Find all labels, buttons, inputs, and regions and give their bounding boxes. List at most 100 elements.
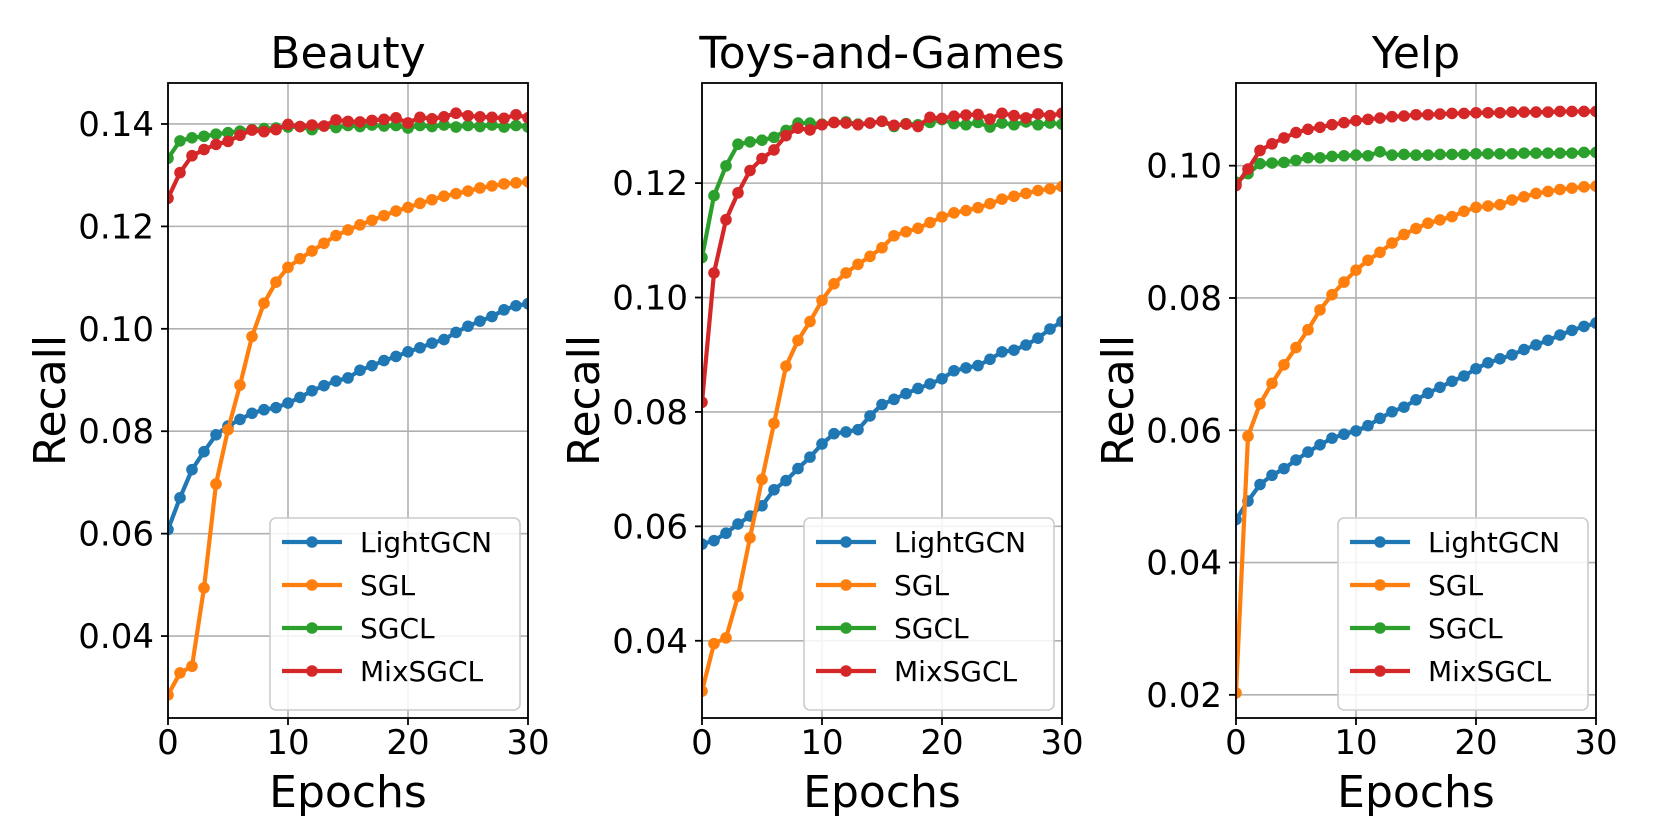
y-tick-label: 0.12 bbox=[78, 207, 154, 247]
data-point-lightgcn bbox=[1422, 387, 1434, 400]
data-point-lightgcn bbox=[294, 391, 306, 404]
x-tick-label: 30 bbox=[506, 723, 549, 763]
data-point-sgl bbox=[912, 222, 924, 235]
data-point-lightgcn bbox=[186, 463, 198, 476]
legend-box bbox=[1337, 517, 1589, 711]
data-point-sgl bbox=[1470, 201, 1482, 214]
data-point-lightgcn bbox=[1578, 320, 1590, 333]
chart-title: Beauty bbox=[270, 28, 425, 79]
data-point-sgl bbox=[1494, 198, 1506, 211]
data-point-sgl bbox=[936, 211, 948, 223]
data-point-sgl bbox=[402, 201, 414, 214]
data-point-sgl bbox=[1458, 205, 1470, 218]
data-point-lightgcn bbox=[1542, 334, 1554, 347]
data-point-mixsgcl bbox=[1350, 114, 1362, 127]
data-point-mixsgcl bbox=[1494, 106, 1506, 119]
data-point-mixsgcl bbox=[948, 110, 960, 122]
data-point-sgl bbox=[1398, 228, 1410, 241]
data-point-lightgcn bbox=[510, 299, 522, 312]
data-point-sgl bbox=[1302, 323, 1314, 336]
data-point-sgl bbox=[1434, 214, 1446, 226]
data-point-sgcl bbox=[1494, 147, 1506, 160]
data-point-mixsgcl bbox=[270, 123, 282, 136]
legend-label-lightgcn: LightGCN bbox=[360, 526, 492, 559]
data-point-lightgcn bbox=[1374, 412, 1386, 425]
data-point-sgcl bbox=[1458, 148, 1470, 161]
data-point-sgl bbox=[1422, 217, 1434, 230]
data-point-lightgcn bbox=[708, 534, 720, 547]
data-point-sgl bbox=[378, 209, 390, 222]
y-axis-label: Recall bbox=[1093, 335, 1144, 466]
data-point-sgl bbox=[498, 178, 510, 190]
data-point-sgl bbox=[708, 637, 720, 650]
chart-title: Yelp bbox=[1371, 28, 1460, 79]
data-point-mixsgcl bbox=[804, 124, 816, 136]
data-point-mixsgcl bbox=[186, 149, 198, 162]
legend-label-sgcl: SGCL bbox=[1428, 612, 1503, 645]
data-point-mixsgcl bbox=[258, 125, 270, 138]
chart-panel-3: 0 10 20 30 0.02 0.04 0.06 0.08 0.10 Yelp Epochs Rec… bbox=[1093, 28, 1618, 818]
data-point-lightgcn bbox=[792, 462, 804, 475]
data-point-mixsgcl bbox=[840, 117, 852, 129]
data-point-lightgcn bbox=[318, 379, 330, 392]
data-point-sgl bbox=[486, 180, 498, 192]
data-point-lightgcn bbox=[876, 398, 888, 411]
x-axis-label: Epochs bbox=[803, 767, 961, 818]
y-tick-label: 0.10 bbox=[78, 310, 154, 350]
legend-label-sgl: SGL bbox=[1428, 569, 1483, 602]
series-group bbox=[702, 107, 1062, 697]
data-point-lightgcn bbox=[1290, 454, 1302, 466]
data-point-lightgcn bbox=[1338, 428, 1350, 441]
data-point-mixsgcl bbox=[318, 120, 330, 132]
data-point-lightgcn bbox=[864, 410, 876, 422]
data-point-lightgcn bbox=[1398, 401, 1410, 413]
data-point-sgcl bbox=[720, 160, 732, 172]
data-point-sgcl bbox=[1410, 149, 1422, 161]
data-point-lightgcn bbox=[378, 354, 390, 367]
data-point-sgl bbox=[768, 417, 780, 430]
data-point-lightgcn bbox=[258, 403, 270, 416]
data-point-sgcl bbox=[1374, 145, 1386, 158]
data-point-lightgcn bbox=[1458, 370, 1470, 382]
data-point-mixsgcl bbox=[198, 143, 210, 156]
data-point-sgcl bbox=[1362, 149, 1374, 162]
data-point-sgcl bbox=[1518, 147, 1530, 159]
data-point-lightgcn bbox=[996, 346, 1008, 358]
data-point-mixsgcl bbox=[222, 135, 234, 148]
data-point-sgl bbox=[816, 294, 828, 307]
data-point-lightgcn bbox=[306, 384, 318, 397]
data-point-sgcl bbox=[522, 121, 528, 133]
data-point-sgl bbox=[1254, 398, 1266, 410]
data-point-mixsgcl bbox=[210, 138, 222, 151]
data-point-mixsgcl bbox=[1242, 163, 1254, 175]
data-point-sgl bbox=[732, 590, 744, 602]
data-point-sgcl bbox=[1530, 147, 1542, 159]
plot-frame bbox=[1235, 82, 1597, 719]
data-point-sgl bbox=[522, 176, 528, 188]
data-point-sgl bbox=[720, 632, 732, 644]
data-point-mixsgcl bbox=[1314, 121, 1326, 134]
data-point-sgl bbox=[414, 197, 426, 210]
legend-marker-lightgcn bbox=[1374, 536, 1386, 548]
data-point-sgl bbox=[270, 276, 282, 289]
data-point-mixsgcl bbox=[816, 118, 828, 131]
data-point-lightgcn bbox=[1506, 349, 1518, 361]
data-point-sgl bbox=[1410, 222, 1422, 235]
data-point-lightgcn bbox=[246, 407, 258, 420]
data-point-mixsgcl bbox=[936, 112, 948, 125]
data-point-mixsgcl bbox=[1530, 106, 1542, 118]
data-point-sgl bbox=[1242, 430, 1254, 443]
x-tick-label: 20 bbox=[920, 723, 963, 763]
data-point-sgl bbox=[1056, 180, 1062, 193]
data-point-lightgcn bbox=[888, 393, 900, 406]
data-point-lightgcn bbox=[732, 518, 744, 530]
data-point-lightgcn bbox=[924, 378, 936, 390]
legend: LightGCN SGL SGCL MixSGCL bbox=[803, 517, 1055, 711]
data-point-mixsgcl bbox=[1326, 118, 1338, 131]
data-point-sgcl bbox=[450, 121, 462, 133]
data-point-sgcl bbox=[198, 130, 210, 143]
data-point-sgcl bbox=[1278, 156, 1290, 169]
data-point-sgl bbox=[1290, 341, 1302, 354]
legend-marker-mixsgcl bbox=[306, 665, 318, 677]
